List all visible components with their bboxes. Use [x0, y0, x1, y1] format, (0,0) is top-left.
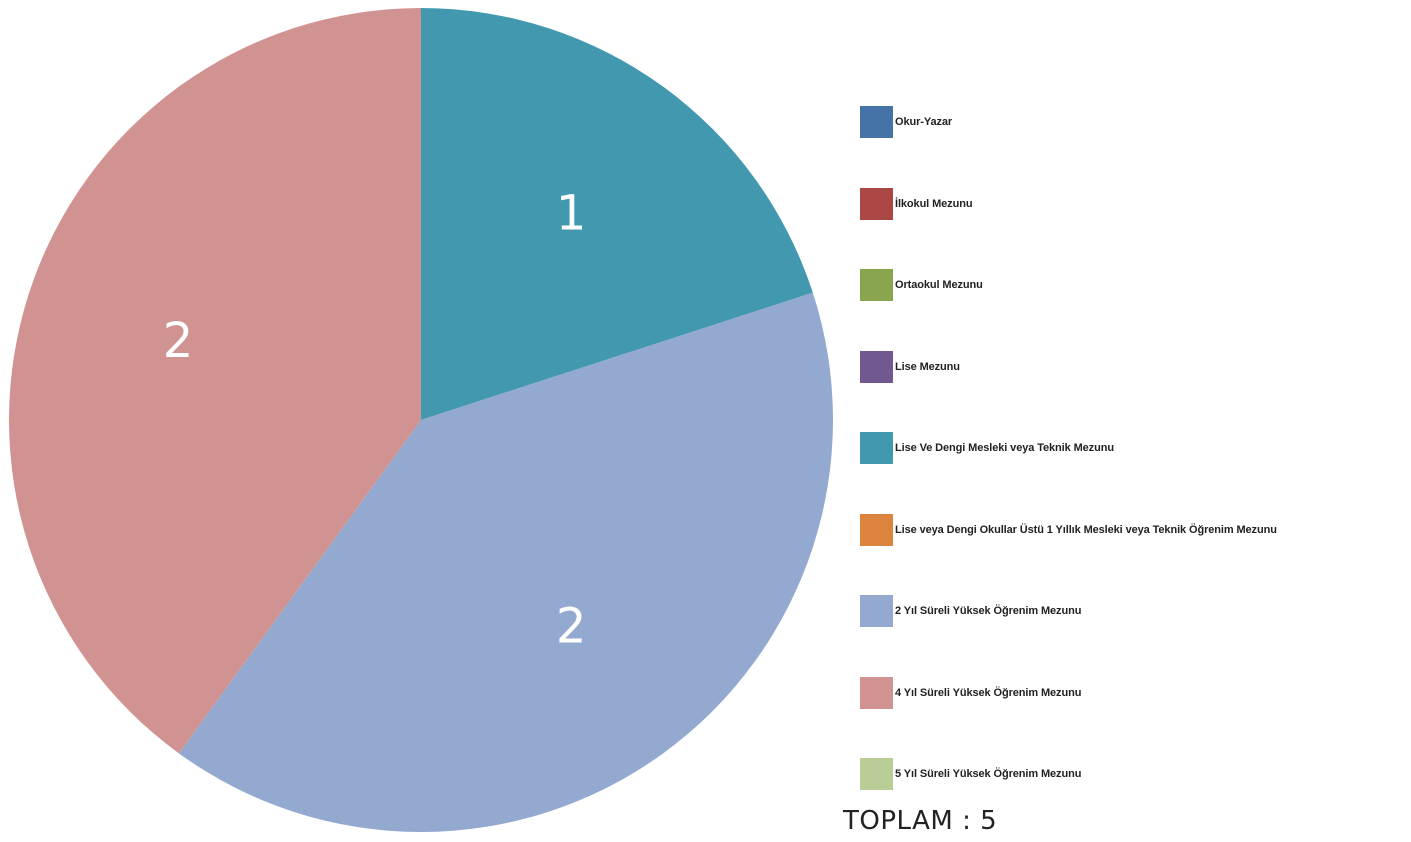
pie-chart: 1 2 2 — [9, 8, 833, 833]
legend-item: 2 Yıl Süreli Yüksek Öğrenim Mezunu — [860, 595, 1081, 627]
total-summary: TOPLAM : 5 — [843, 806, 997, 836]
legend-label: 4 Yıl Süreli Yüksek Öğrenim Mezunu — [895, 686, 1082, 699]
legend-item: 5 Yıl Süreli Yüksek Öğrenim Mezunu — [860, 758, 1081, 790]
legend-swatch — [860, 350, 893, 383]
legend-label: İlkokul Mezunu — [895, 197, 973, 210]
legend-item: Lise veya Dengi Okullar Üstü 1 Yıllık Me… — [860, 513, 1277, 546]
legend-item: Lise Ve Dengi Mesleki veya Teknik Mezunu — [860, 432, 1114, 464]
legend-label: Lise Mezunu — [895, 360, 960, 373]
total-label: TOPLAM — [843, 806, 954, 836]
legend-item: Lise Mezunu — [860, 350, 960, 383]
legend-label: 5 Yıl Süreli Yüksek Öğrenim Mezunu — [895, 768, 1082, 780]
legend-label: Lise veya Dengi Okullar Üstü 1 Yıllık Me… — [895, 523, 1277, 536]
slice-value-label-5: 1 — [556, 185, 587, 241]
legend-swatch — [860, 269, 893, 301]
legend-label: Okur-Yazar — [895, 116, 953, 128]
pie-slice-7 — [178, 292, 833, 833]
legend-item: Okur-Yazar — [860, 106, 952, 138]
legend-label: 2 Yıl Süreli Yüksek Öğrenim Mezunu — [895, 605, 1082, 617]
legend-swatch — [860, 432, 893, 464]
pie-slice-8 — [9, 8, 421, 754]
legend-swatch — [860, 676, 893, 709]
slice-value-label-7: 2 — [556, 599, 587, 655]
legend-label: Ortaokul Mezunu — [895, 279, 983, 291]
legend-swatch — [860, 595, 893, 627]
slice-value-label-8: 2 — [163, 313, 194, 369]
legend-swatch — [860, 758, 893, 790]
legend-swatch — [860, 187, 893, 220]
legend-item: İlkokul Mezunu — [860, 187, 973, 220]
pie-slice-5 — [421, 8, 813, 420]
legend-label: Lise Ve Dengi Mesleki veya Teknik Mezunu — [895, 442, 1114, 454]
total-value: 5 — [980, 806, 998, 836]
legend-item: Ortaokul Mezunu — [860, 269, 983, 301]
chart-legend: Okur-Yazar İlkokul Mezunu Ortaokul Mezunu L… — [860, 0, 1411, 800]
total-separator: : — [953, 806, 981, 836]
legend-item: 4 Yıl Süreli Yüksek Öğrenim Mezunu — [860, 676, 1082, 709]
legend-swatch — [860, 106, 893, 138]
legend-swatch — [860, 513, 893, 546]
